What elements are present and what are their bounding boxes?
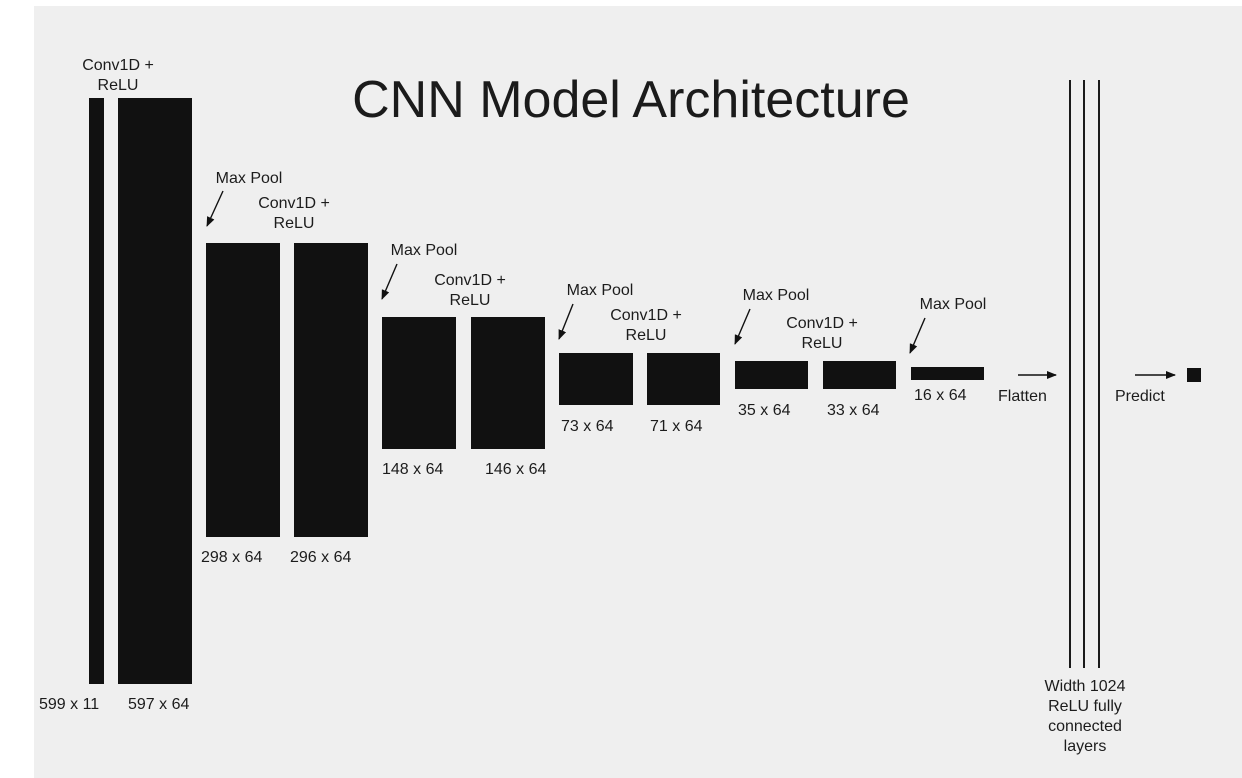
pool5-arrow — [909, 317, 926, 354]
fc-layer-line-1 — [1069, 80, 1071, 668]
conv3-block — [471, 317, 545, 449]
pool1-arrow — [206, 190, 224, 227]
conv2-block — [294, 243, 368, 537]
predict-label: Predict — [1115, 388, 1165, 405]
fc-layer-label: Width 1024 ReLU fully connected layers — [1044, 678, 1126, 755]
conv2-dims: 296 x 64 — [290, 549, 352, 566]
conv1-dims: 597 x 64 — [128, 696, 190, 713]
conv4-op-label: Conv1D + ReLU — [610, 307, 682, 344]
pool2-arrow — [381, 263, 398, 300]
pool1-block — [206, 243, 280, 537]
flatten-label: Flatten — [998, 388, 1047, 405]
pool1-op-label: Max Pool — [215, 170, 283, 187]
pool4-arrow — [734, 308, 751, 345]
pool4-dims: 35 x 64 — [738, 402, 791, 419]
pool5-op-label: Max Pool — [919, 296, 987, 313]
conv5-block — [823, 361, 896, 389]
pool3-arrow — [558, 303, 574, 340]
input-block — [89, 98, 104, 684]
output-node — [1187, 368, 1201, 382]
pool2-dims: 148 x 64 — [382, 461, 444, 478]
conv4-block — [647, 353, 720, 405]
conv1-block — [118, 98, 192, 684]
pool3-dims: 73 x 64 — [561, 418, 614, 435]
pool1-dims: 298 x 64 — [201, 549, 263, 566]
pool4-op-label: Max Pool — [742, 287, 810, 304]
pool5-dims: 16 x 64 — [914, 387, 967, 404]
pool5-block — [911, 367, 984, 380]
conv2-op-label: Conv1D + ReLU — [258, 195, 330, 232]
fc-layer-line-3 — [1098, 80, 1100, 668]
diagram-title: CNN Model Architecture — [352, 71, 910, 129]
pool2-block — [382, 317, 456, 449]
conv3-dims: 146 x 64 — [485, 461, 547, 478]
conv3-op-label: Conv1D + ReLU — [434, 272, 506, 309]
conv4-dims: 71 x 64 — [650, 418, 703, 435]
fc-layer-line-2 — [1083, 80, 1085, 668]
pool3-op-label: Max Pool — [566, 282, 634, 299]
conv5-dims: 33 x 64 — [827, 402, 880, 419]
input-dims: 599 x 11 — [39, 696, 100, 713]
pool4-block — [735, 361, 808, 389]
pool3-block — [559, 353, 633, 405]
conv5-op-label: Conv1D + ReLU — [786, 315, 858, 352]
conv1-op-label: Conv1D + ReLU — [82, 57, 154, 94]
pool2-op-label: Max Pool — [390, 242, 458, 259]
